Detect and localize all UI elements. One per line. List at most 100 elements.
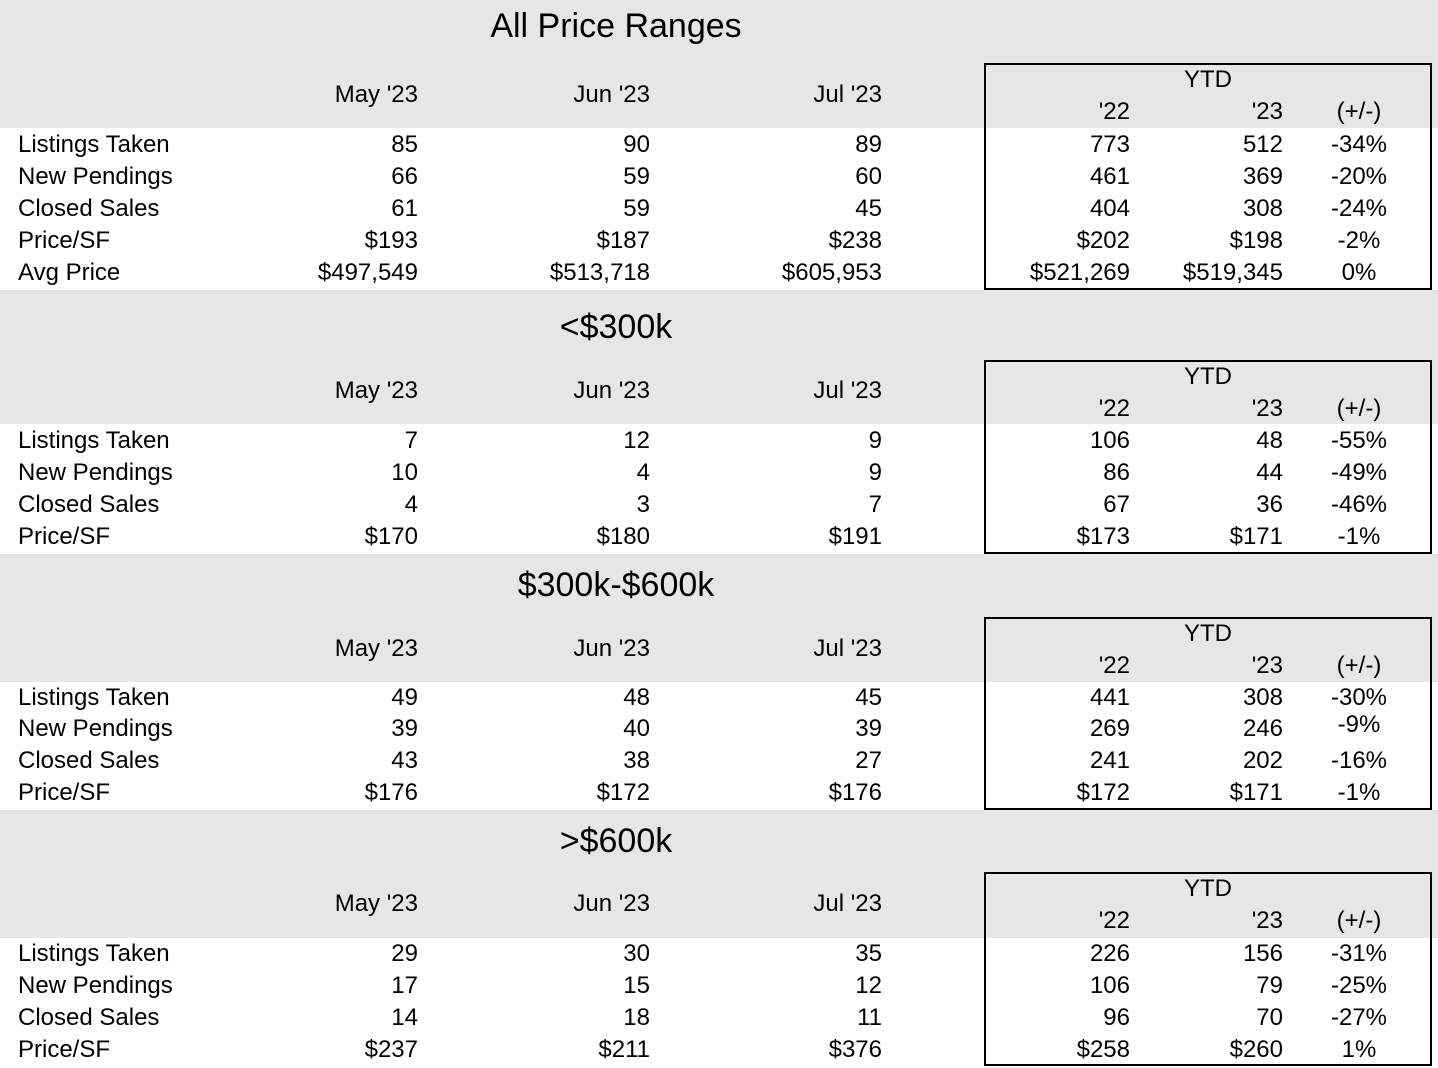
row-label: Listings Taken bbox=[18, 684, 170, 711]
section-title: <$300k bbox=[559, 308, 673, 346]
cell-ytd-23: $171 bbox=[1229, 779, 1283, 806]
cell-jun: $211 bbox=[598, 1036, 650, 1063]
cell-may: 29 bbox=[391, 940, 418, 967]
cell-ytd-22: $521,269 bbox=[1029, 259, 1130, 286]
col-header-may: May '23 bbox=[334, 377, 418, 404]
cell-jun: 3 bbox=[636, 491, 650, 518]
cell-ytd-22: 269 bbox=[1089, 715, 1130, 742]
cell-ytd-22: 226 bbox=[1089, 940, 1130, 967]
col-header-jul: Jul '23 bbox=[813, 377, 882, 404]
cell-ytd-23: 44 bbox=[1256, 459, 1283, 486]
cell-may: 49 bbox=[391, 684, 418, 711]
row-label: Closed Sales bbox=[18, 1004, 160, 1031]
cell-change: -27% bbox=[1330, 1004, 1388, 1031]
cell-jun: $180 bbox=[596, 523, 650, 550]
section-header-band bbox=[0, 290, 1438, 424]
ytd-box bbox=[984, 617, 1432, 810]
cell-jul: $176 bbox=[828, 779, 882, 806]
cell-jul: 27 bbox=[855, 747, 882, 774]
row-label: Price/SF bbox=[18, 779, 111, 806]
cell-change: -1% bbox=[1337, 523, 1381, 550]
cell-ytd-23: $171 bbox=[1229, 523, 1283, 550]
cell-ytd-23: 79 bbox=[1256, 972, 1283, 999]
cell-ytd-22: $172 bbox=[1076, 779, 1130, 806]
cell-ytd-22: 241 bbox=[1089, 747, 1130, 774]
col-header-jul: Jul '23 bbox=[813, 81, 882, 108]
cell-change: -31% bbox=[1330, 940, 1388, 967]
cell-ytd-22: 404 bbox=[1089, 195, 1130, 222]
cell-ytd-23: 202 bbox=[1242, 747, 1283, 774]
cell-may: 7 bbox=[404, 427, 418, 454]
col-header-ytd-23: '23 bbox=[1251, 652, 1283, 679]
row-label: New Pendings bbox=[18, 459, 173, 486]
cell-change: -1% bbox=[1337, 779, 1381, 806]
cell-ytd-22: 67 bbox=[1103, 491, 1130, 518]
cell-jun: 38 bbox=[623, 747, 650, 774]
cell-jul: 89 bbox=[855, 131, 882, 158]
col-header-jul: Jul '23 bbox=[813, 890, 882, 917]
row-label: Avg Price bbox=[18, 259, 121, 286]
cell-change: -20% bbox=[1330, 163, 1388, 190]
row-label: New Pendings bbox=[18, 715, 173, 742]
cell-change: -49% bbox=[1330, 459, 1388, 486]
cell-jul: $376 bbox=[828, 1036, 882, 1063]
cell-may: 14 bbox=[391, 1004, 418, 1031]
row-label: New Pendings bbox=[18, 972, 173, 999]
cell-may: 4 bbox=[404, 491, 418, 518]
cell-jun: 40 bbox=[623, 715, 650, 742]
col-header-ytd-22: '22 bbox=[1098, 395, 1130, 422]
cell-may: $497,549 bbox=[317, 259, 418, 286]
col-header-jun: Jun '23 bbox=[573, 890, 650, 917]
row-label: Closed Sales bbox=[18, 195, 160, 222]
cell-ytd-23: 156 bbox=[1242, 940, 1283, 967]
cell-ytd-22: 86 bbox=[1103, 459, 1130, 486]
section-under-300k: <$300k YTD May '23 Jun '23 Jul '23 '22 '… bbox=[0, 290, 1438, 554]
cell-jun: 30 bbox=[623, 940, 650, 967]
ytd-header: YTD bbox=[1184, 875, 1232, 902]
cell-jul: 39 bbox=[855, 715, 882, 742]
col-header-ytd-22: '22 bbox=[1098, 652, 1130, 679]
cell-change: -16% bbox=[1330, 747, 1388, 774]
row-label: Price/SF bbox=[18, 1036, 111, 1063]
cell-jul: $191 bbox=[828, 523, 882, 550]
col-header-may: May '23 bbox=[334, 635, 418, 662]
cell-change: -46% bbox=[1330, 491, 1388, 518]
cell-jun: 4 bbox=[636, 459, 650, 486]
cell-jun: 12 bbox=[623, 427, 650, 454]
row-label: Listings Taken bbox=[18, 131, 170, 158]
col-header-change: (+/-) bbox=[1336, 98, 1382, 125]
row-label: New Pendings bbox=[18, 163, 173, 190]
row-label: Price/SF bbox=[18, 523, 111, 550]
row-label: Closed Sales bbox=[18, 491, 160, 518]
col-header-jul: Jul '23 bbox=[813, 635, 882, 662]
cell-change: -2% bbox=[1337, 227, 1381, 254]
cell-ytd-22: 106 bbox=[1089, 427, 1130, 454]
cell-ytd-22: 96 bbox=[1103, 1004, 1130, 1031]
col-header-jun: Jun '23 bbox=[573, 377, 650, 404]
cell-ytd-23: 308 bbox=[1242, 684, 1283, 711]
cell-may: 66 bbox=[391, 163, 418, 190]
section-all-price-ranges: All Price Ranges YTD May '23 Jun '23 Jul… bbox=[0, 0, 1438, 290]
section-over-600k: >$600k YTD May '23 Jun '23 Jul '23 '22 '… bbox=[0, 810, 1438, 1068]
cell-ytd-23: $260 bbox=[1229, 1036, 1283, 1063]
col-header-may: May '23 bbox=[334, 81, 418, 108]
cell-jun: 90 bbox=[623, 131, 650, 158]
cell-change: -34% bbox=[1330, 131, 1388, 158]
section-header-band bbox=[0, 810, 1438, 938]
cell-change: -24% bbox=[1330, 195, 1388, 222]
cell-may: $193 bbox=[364, 227, 418, 254]
cell-ytd-22: 441 bbox=[1089, 684, 1130, 711]
cell-ytd-23: 369 bbox=[1242, 163, 1283, 190]
cell-jul: 45 bbox=[855, 684, 882, 711]
col-header-may: May '23 bbox=[334, 890, 418, 917]
ytd-box bbox=[984, 872, 1432, 1066]
cell-change: -55% bbox=[1330, 427, 1388, 454]
cell-jul: 12 bbox=[855, 972, 882, 999]
col-header-change: (+/-) bbox=[1336, 652, 1382, 679]
section-300k-600k: $300k-$600k YTD May '23 Jun '23 Jul '23 … bbox=[0, 554, 1438, 810]
section-title: $300k-$600k bbox=[517, 566, 715, 604]
cell-ytd-23: 512 bbox=[1242, 131, 1283, 158]
cell-ytd-22: $173 bbox=[1076, 523, 1130, 550]
cell-ytd-23: 48 bbox=[1256, 427, 1283, 454]
cell-may: $176 bbox=[364, 779, 418, 806]
